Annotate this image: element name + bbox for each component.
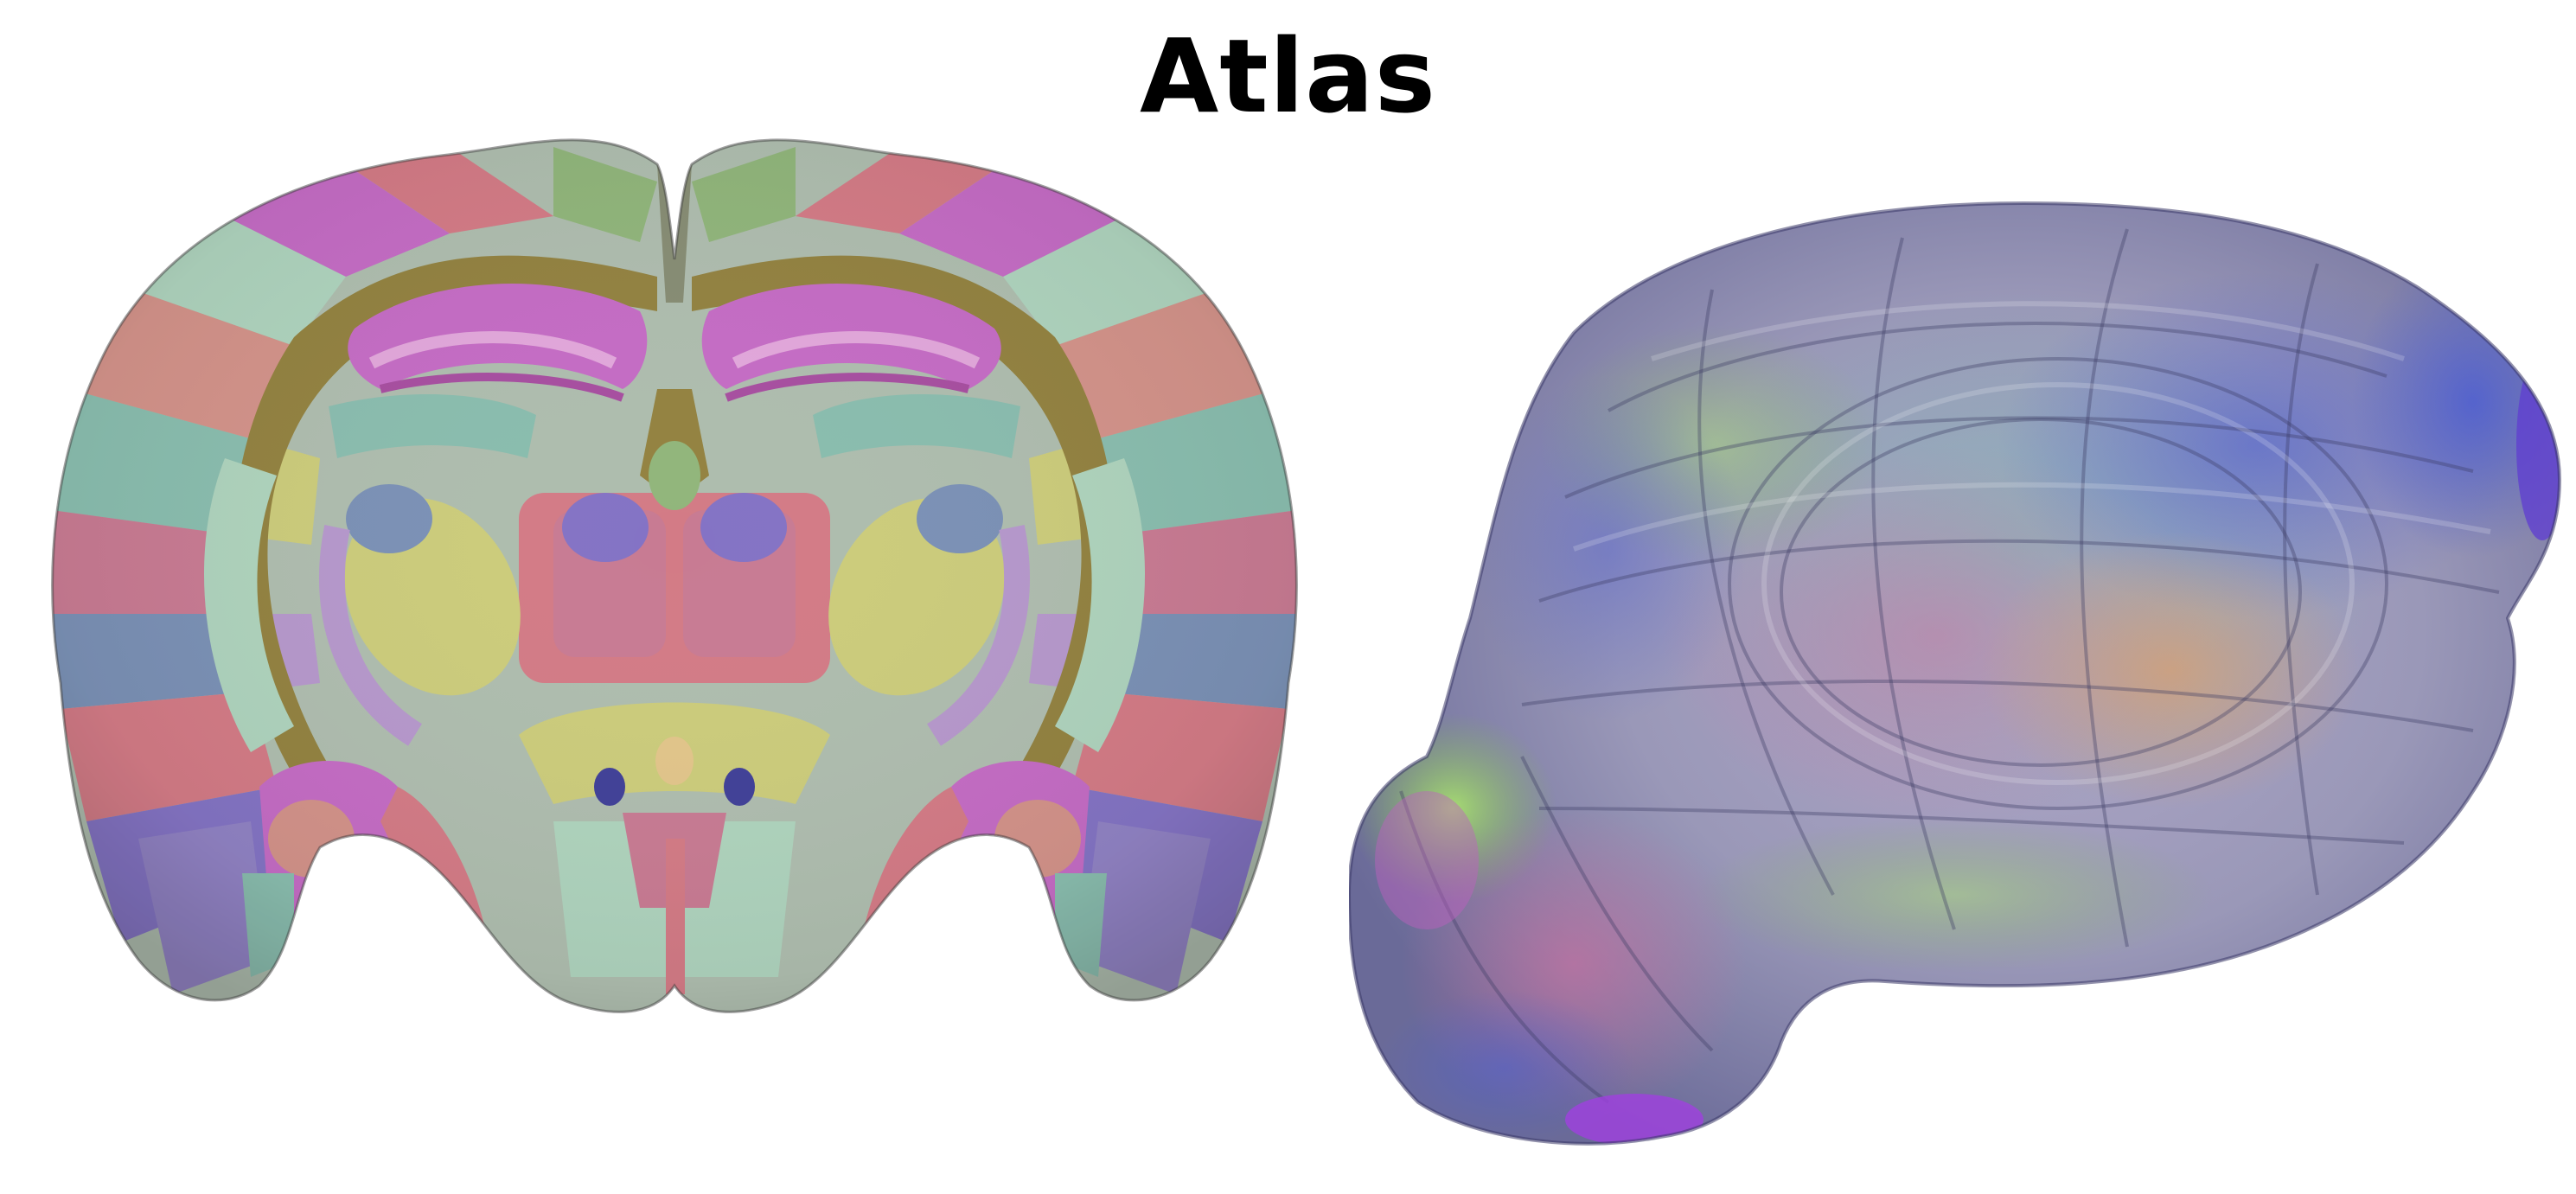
brain-coronal-section-icon xyxy=(51,138,1298,1013)
brain-3d-volume-icon xyxy=(1349,201,2562,1146)
figure-title: Atlas xyxy=(1139,16,1437,136)
coronal-slice-panel xyxy=(35,130,1314,1046)
volume-render-panel xyxy=(1349,186,2568,1172)
